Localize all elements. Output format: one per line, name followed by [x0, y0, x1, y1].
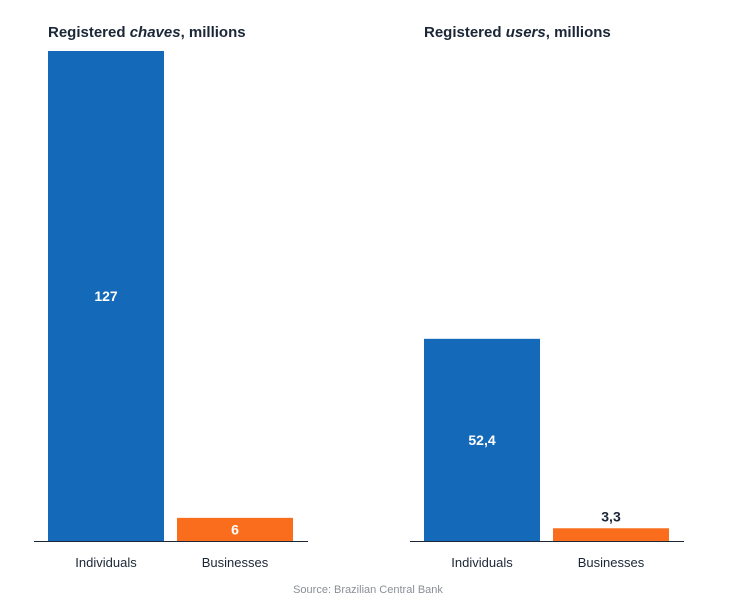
category-label: Individuals: [75, 555, 137, 570]
title-emphasis: users: [505, 24, 546, 41]
chaves-chart-panel: Registered chaves, millions 127 Individua…: [0, 0, 368, 580]
data-label: 52,4: [468, 432, 495, 448]
category-label: Businesses: [578, 555, 645, 570]
title-unit: , millions: [180, 24, 246, 41]
chart-title: Registered chaves, millions: [48, 24, 246, 41]
users-bar-chart: 52,4 Individuals 3,3 Businesses: [410, 338, 684, 570]
data-label: 3,3: [601, 508, 621, 524]
chaves-bar-chart: 127 Individuals 6 Businesses: [34, 51, 308, 570]
chart-title: Registered users, millions: [424, 24, 611, 41]
title-unit: , millions: [545, 24, 611, 41]
bar-businesses: [177, 517, 293, 541]
bar-businesses: [553, 528, 669, 541]
data-label: 6: [231, 521, 239, 537]
title-text: Registered: [424, 24, 506, 41]
bar-individuals: [48, 51, 164, 541]
category-label: Individuals: [451, 555, 513, 570]
title-text: Registered: [48, 24, 130, 41]
source-note: Source: Brazilian Central Bank: [293, 584, 443, 596]
title-emphasis: chaves: [129, 24, 181, 41]
users-chart-panel: Registered users, millions 52,4 Individua…: [368, 0, 736, 580]
category-label: Businesses: [202, 555, 269, 570]
bar-individuals: [424, 338, 540, 541]
data-label: 127: [94, 288, 118, 304]
